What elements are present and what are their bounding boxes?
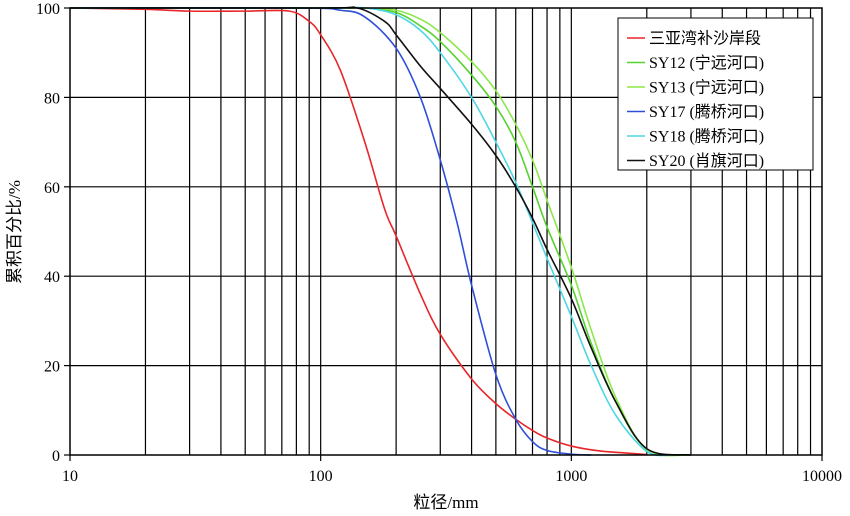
y-tick-label: 0 xyxy=(52,448,60,465)
x-tick-label: 10000 xyxy=(802,468,842,485)
x-axis-title: 粒径/mm xyxy=(413,493,478,512)
tick-labels: 0 20 40 60 80 100 10 100 1000 10000 xyxy=(36,1,842,485)
ticks xyxy=(64,7,823,461)
series-line-4 xyxy=(69,7,592,456)
legend-label: SY17 (腾桥河口) xyxy=(649,103,764,121)
y-tick-label: 20 xyxy=(44,359,60,376)
grid xyxy=(70,8,822,455)
series-line-1 xyxy=(69,7,647,456)
x-tick-label: 1000 xyxy=(555,468,587,485)
y-tick-label: 80 xyxy=(44,90,60,107)
legend-box xyxy=(617,17,814,171)
legend-items: 三亚湾补沙岸段 SY12 (宁远河口) SY13 (宁远河口) SY17 (腾桥河口)… xyxy=(627,30,764,170)
legend-label: SY13 (宁远河口) xyxy=(649,79,764,97)
x-tick-label: 100 xyxy=(309,468,333,485)
y-tick-label: 60 xyxy=(44,180,60,197)
legend-label: SY12 (宁远河口) xyxy=(649,54,764,72)
plot-frame xyxy=(69,7,823,456)
y-axis-title: 累积百分比/% xyxy=(5,180,24,284)
x-tick-label: 10 xyxy=(62,468,78,485)
legend-label: SY20 (肖旗河口) xyxy=(649,152,764,170)
y-tick-label: 100 xyxy=(36,1,60,18)
legend-label: 三亚湾补沙岸段 xyxy=(649,30,761,48)
y-tick-label: 40 xyxy=(44,269,60,286)
legend-label: SY18 (腾桥河口) xyxy=(649,128,764,146)
legend: 三亚湾补沙岸段 SY12 (宁远河口) SY13 (宁远河口) SY17 (腾桥河口)… xyxy=(617,17,814,171)
